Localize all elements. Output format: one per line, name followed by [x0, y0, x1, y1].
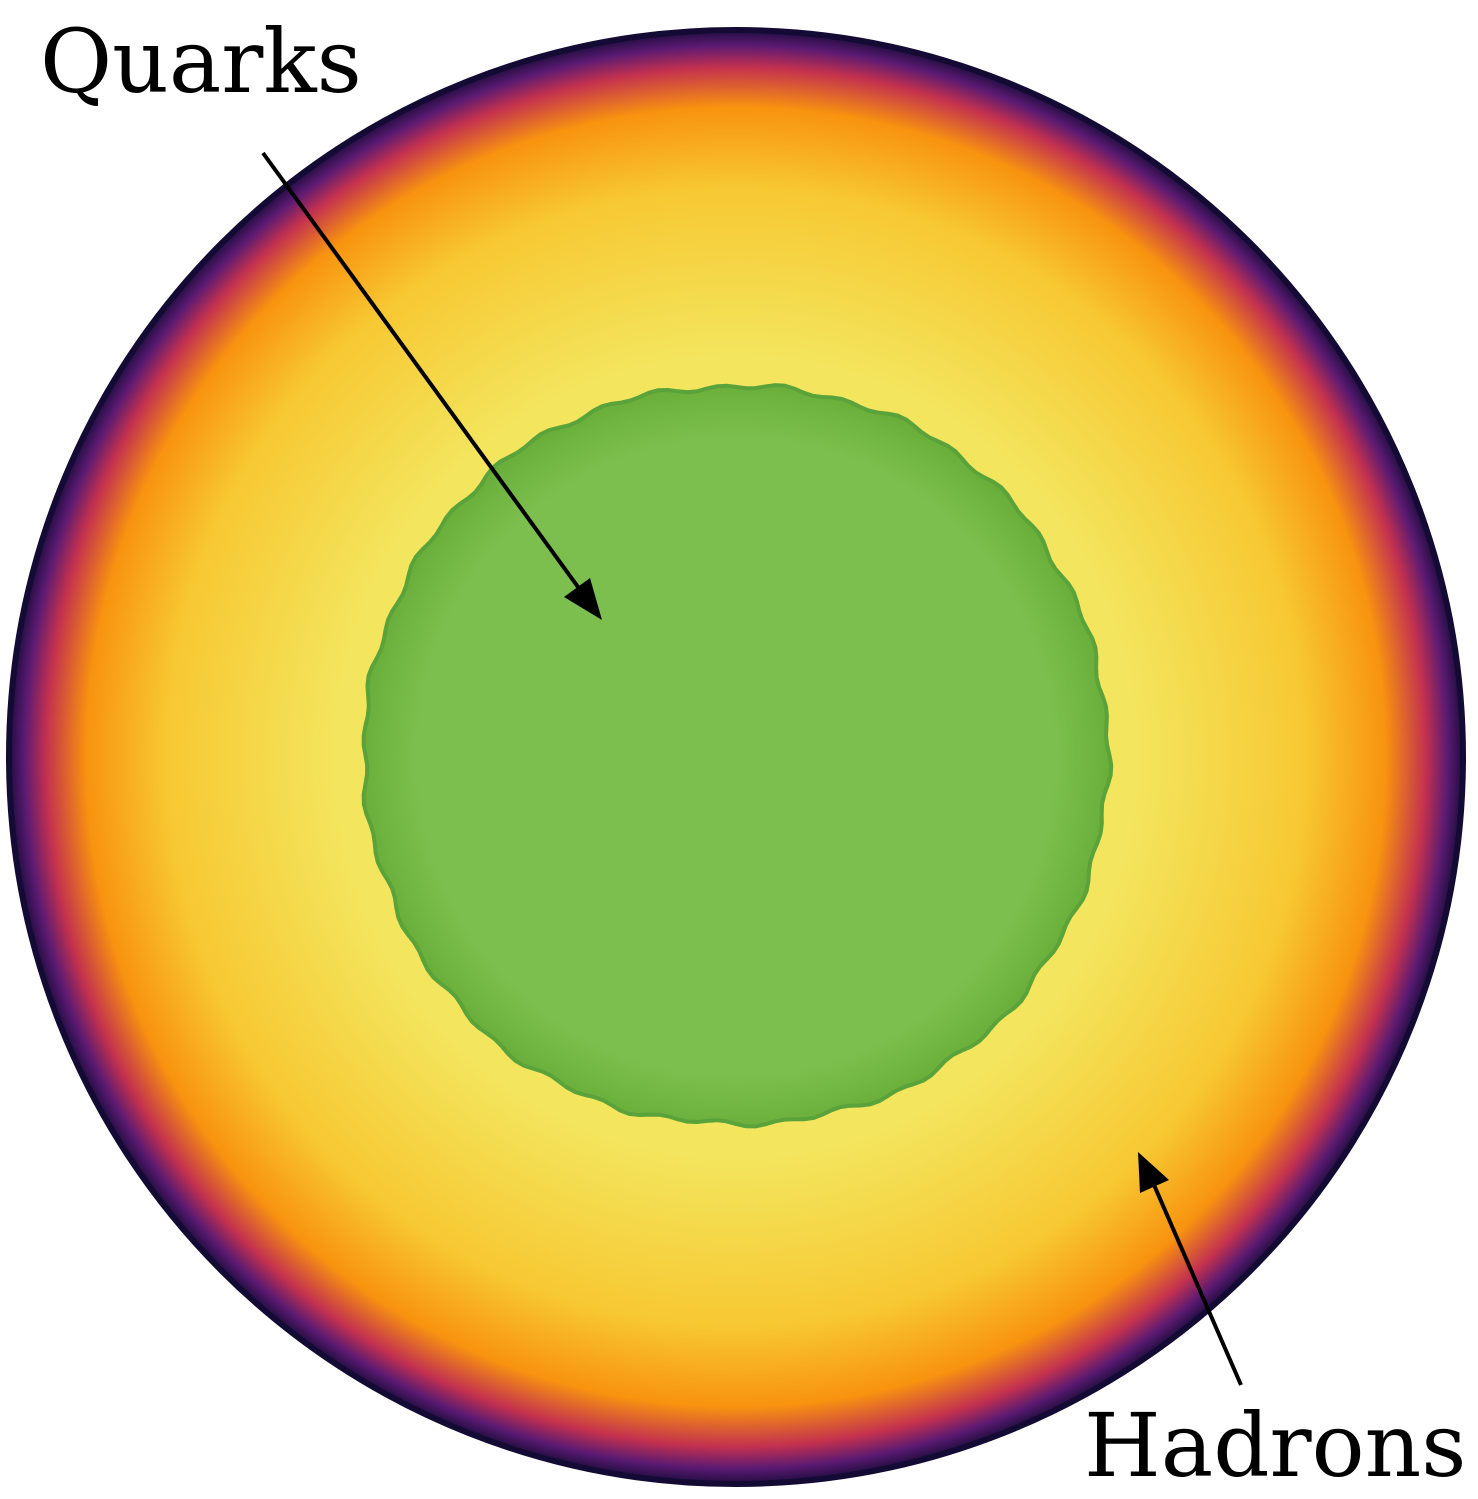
quarks-label: Quarks — [40, 10, 362, 113]
quarks-arrow-line — [261, 151, 588, 600]
star-surface-outline — [6, 27, 1466, 1487]
hadrons-label: Hadrons — [1084, 1394, 1467, 1497]
quarks-arrowhead — [564, 578, 602, 620]
hadrons-arrow-line — [1149, 1177, 1243, 1386]
hadrons-arrowhead — [1138, 1152, 1169, 1193]
quark-core — [361, 383, 1114, 1129]
